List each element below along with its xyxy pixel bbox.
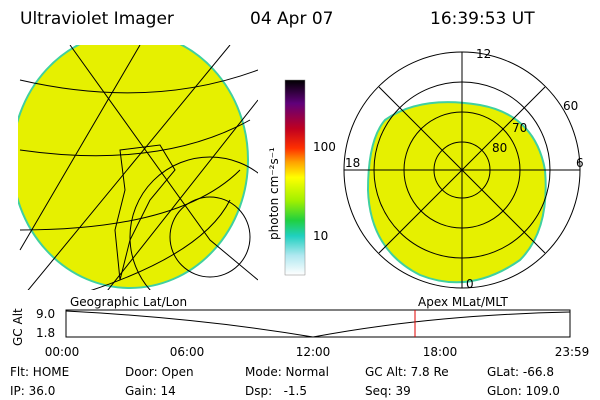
status-field: Seq: 39 [365, 384, 411, 398]
colorbar-label: photon cm⁻²s⁻¹ [267, 147, 281, 240]
title: Ultraviolet Imager [20, 9, 174, 29]
status-field: GC Alt: 7.8 Re [365, 365, 449, 379]
lat-label: 70 [512, 121, 527, 135]
mlt-label: 6 [576, 156, 584, 170]
y-tick-label: 9.0 [36, 307, 55, 321]
x-tick-label: 23:59 [555, 345, 590, 359]
mlt-label: 0 [466, 277, 474, 291]
x-tick-label: 06:00 [170, 345, 205, 359]
status-field: Flt: HOME [10, 365, 69, 379]
mlt-label: 12 [476, 47, 491, 61]
x-tick-label: 18:00 [423, 345, 458, 359]
status-field: Mode: Normal [245, 365, 329, 379]
x-tick-label: 00:00 [45, 345, 80, 359]
colorbar-tick: 100 [313, 140, 336, 154]
lat-label: 80 [492, 141, 507, 155]
timeline-left-label: Geographic Lat/Lon [70, 295, 187, 309]
time: 16:39:53 UT [430, 9, 535, 29]
polar-plot [343, 51, 581, 289]
timeline-y-label: GC Alt [11, 308, 25, 346]
status-field: GLon: 109.0 [487, 384, 560, 398]
mlt-label: 18 [345, 156, 360, 170]
altitude-curve [65, 310, 571, 338]
y-tick-label: 1.8 [36, 326, 55, 340]
x-tick-label: 12:00 [296, 345, 331, 359]
lat-label: 60 [563, 99, 578, 113]
date: 04 Apr 07 [250, 9, 333, 29]
colorbar-tick: 10 [313, 229, 328, 243]
geographic-image [18, 45, 258, 290]
timeline-frame [65, 309, 571, 338]
status-field: IP: 36.0 [10, 384, 55, 398]
colorbar [284, 79, 306, 276]
status-field: Gain: 14 [125, 384, 176, 398]
timeline-right-label: Apex MLat/MLT [418, 295, 508, 309]
status-field: Door: Open [125, 365, 194, 379]
status-field: GLat: -66.8 [487, 365, 554, 379]
status-field: Dsp: -1.5 [245, 384, 307, 398]
status-footer: Flt: HOME Door: Open Mode: Normal GC Alt: 7… [10, 365, 560, 398]
